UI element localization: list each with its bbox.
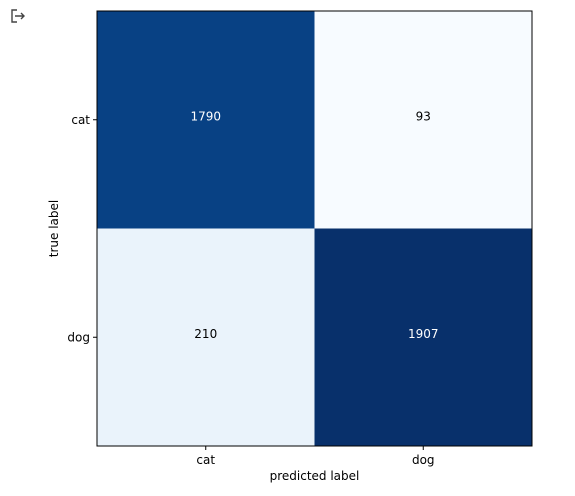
- cell-value-label: 1790: [190, 109, 221, 123]
- x-tick-label-cat: cat: [196, 453, 215, 467]
- heatmap-cell-dog-cat: [97, 228, 315, 446]
- y-axis-label: true label: [47, 200, 61, 257]
- cell-value-label: 1907: [408, 327, 439, 341]
- heatmap-cell-dog-dog: [314, 228, 532, 446]
- exit-to-app-icon[interactable]: [10, 8, 26, 24]
- x-axis-label: predicted label: [270, 469, 360, 483]
- cell-value-label: 210: [194, 327, 217, 341]
- cell-value-label: 93: [416, 109, 431, 123]
- heatmap-cell-cat-dog: [314, 11, 532, 229]
- y-tick-label-dog: dog: [67, 330, 90, 344]
- plot-frame: [96, 10, 533, 447]
- heatmap-cell-cat-cat: [97, 11, 315, 229]
- x-tick-label-dog: dog: [412, 453, 435, 467]
- y-tick-label-cat: cat: [71, 113, 90, 127]
